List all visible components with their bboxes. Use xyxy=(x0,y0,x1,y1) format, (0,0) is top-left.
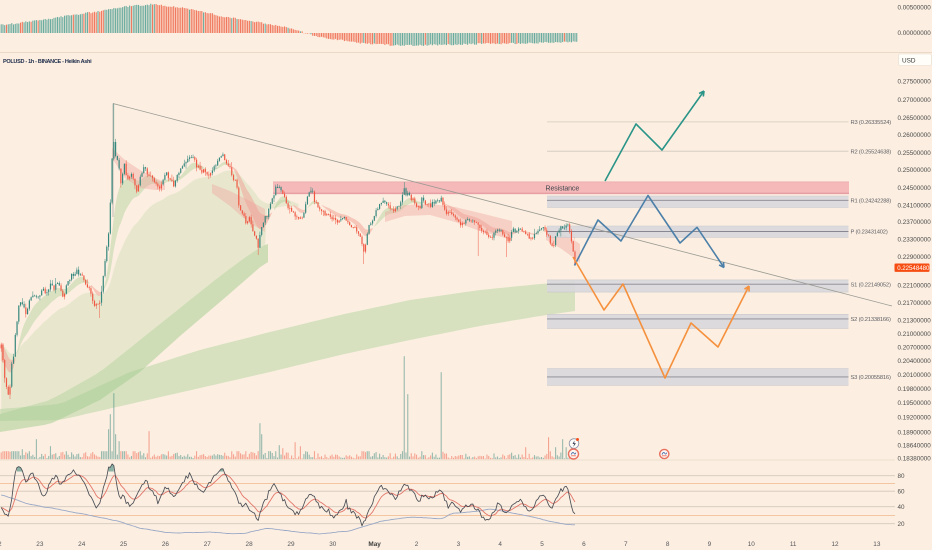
svg-text:23: 23 xyxy=(36,541,44,548)
svg-text:0.21700000: 0.21700000 xyxy=(898,300,932,307)
svg-text:28: 28 xyxy=(246,541,254,548)
svg-text:0.27000000: 0.27000000 xyxy=(898,97,932,104)
svg-text:8: 8 xyxy=(666,541,670,548)
svg-text:0.24100000: 0.24100000 xyxy=(898,202,932,209)
svg-text:30: 30 xyxy=(329,541,337,548)
svg-text:29: 29 xyxy=(287,541,295,548)
svg-text:27: 27 xyxy=(204,541,212,548)
svg-text:0.19800000: 0.19800000 xyxy=(898,386,932,393)
svg-text:0.19200000: 0.19200000 xyxy=(898,415,932,422)
svg-text:25: 25 xyxy=(120,541,128,548)
svg-text:60: 60 xyxy=(898,488,906,495)
svg-text:5: 5 xyxy=(540,541,544,548)
svg-text:0.25000000: 0.25000000 xyxy=(898,167,932,174)
svg-text:R2 (0.25524638): R2 (0.25524638) xyxy=(851,149,892,155)
svg-text:0.22548480: 0.22548480 xyxy=(897,265,930,272)
svg-text:S3 (0.20055816): S3 (0.20055816) xyxy=(851,375,891,381)
svg-text:0.21000000: 0.21000000 xyxy=(898,331,932,338)
svg-text:20: 20 xyxy=(898,521,906,528)
svg-text:80: 80 xyxy=(898,473,906,480)
svg-text:24: 24 xyxy=(78,541,86,548)
svg-text:4: 4 xyxy=(498,541,502,548)
svg-text:11: 11 xyxy=(790,541,797,548)
svg-text:3: 3 xyxy=(457,541,461,548)
svg-text:0.27500000: 0.27500000 xyxy=(898,79,932,86)
svg-text:0.18640000: 0.18640000 xyxy=(898,442,932,449)
svg-text:May: May xyxy=(368,541,381,548)
svg-text:0.24500000: 0.24500000 xyxy=(898,185,932,192)
svg-text:0.26500000: 0.26500000 xyxy=(898,115,932,122)
svg-text:13: 13 xyxy=(873,541,881,548)
svg-text:0.21300000: 0.21300000 xyxy=(898,318,932,325)
svg-text:0.25500000: 0.25500000 xyxy=(898,150,932,157)
svg-text:0.00000000: 0.00000000 xyxy=(898,30,932,37)
svg-text:22: 22 xyxy=(0,541,2,548)
svg-text:0.26000000: 0.26000000 xyxy=(898,132,932,139)
svg-text:10: 10 xyxy=(748,541,756,548)
svg-text:P (0.23431402): P (0.23431402) xyxy=(851,230,888,236)
svg-text:0.22100000: 0.22100000 xyxy=(898,283,932,290)
svg-text:Resistance: Resistance xyxy=(546,186,580,193)
svg-text:S1 (0.22149052): S1 (0.22149052) xyxy=(851,282,891,288)
svg-text:POLUSD - 1h - BINANCE - Heikin: POLUSD - 1h - BINANCE - Heikin Ashi xyxy=(3,59,92,65)
svg-text:R3 (0.26335524): R3 (0.26335524) xyxy=(851,120,892,126)
svg-text:0.23700000: 0.23700000 xyxy=(898,219,932,226)
svg-text:0.18380000: 0.18380000 xyxy=(898,455,932,462)
svg-text:40: 40 xyxy=(898,504,906,511)
svg-text:0.20400000: 0.20400000 xyxy=(898,358,932,365)
svg-text:0.00500000: 0.00500000 xyxy=(898,5,932,12)
svg-text:0.18900000: 0.18900000 xyxy=(898,429,932,436)
svg-text:9: 9 xyxy=(708,541,712,548)
svg-text:2: 2 xyxy=(415,541,419,548)
svg-text:S2 (0.21338166): S2 (0.21338166) xyxy=(851,317,891,323)
svg-text:0.19500000: 0.19500000 xyxy=(898,400,932,407)
svg-text:USD: USD xyxy=(902,57,916,64)
svg-text:0.20700000: 0.20700000 xyxy=(898,344,932,351)
svg-text:0.22900000: 0.22900000 xyxy=(898,254,932,261)
svg-text:0.20100000: 0.20100000 xyxy=(898,372,932,379)
svg-text:12: 12 xyxy=(831,541,839,548)
svg-text:6: 6 xyxy=(582,541,586,548)
svg-text:7: 7 xyxy=(624,541,628,548)
svg-text:26: 26 xyxy=(162,541,170,548)
svg-text:0.23300000: 0.23300000 xyxy=(898,237,932,244)
svg-text:R1 (0.24242288): R1 (0.24242288) xyxy=(851,198,892,204)
